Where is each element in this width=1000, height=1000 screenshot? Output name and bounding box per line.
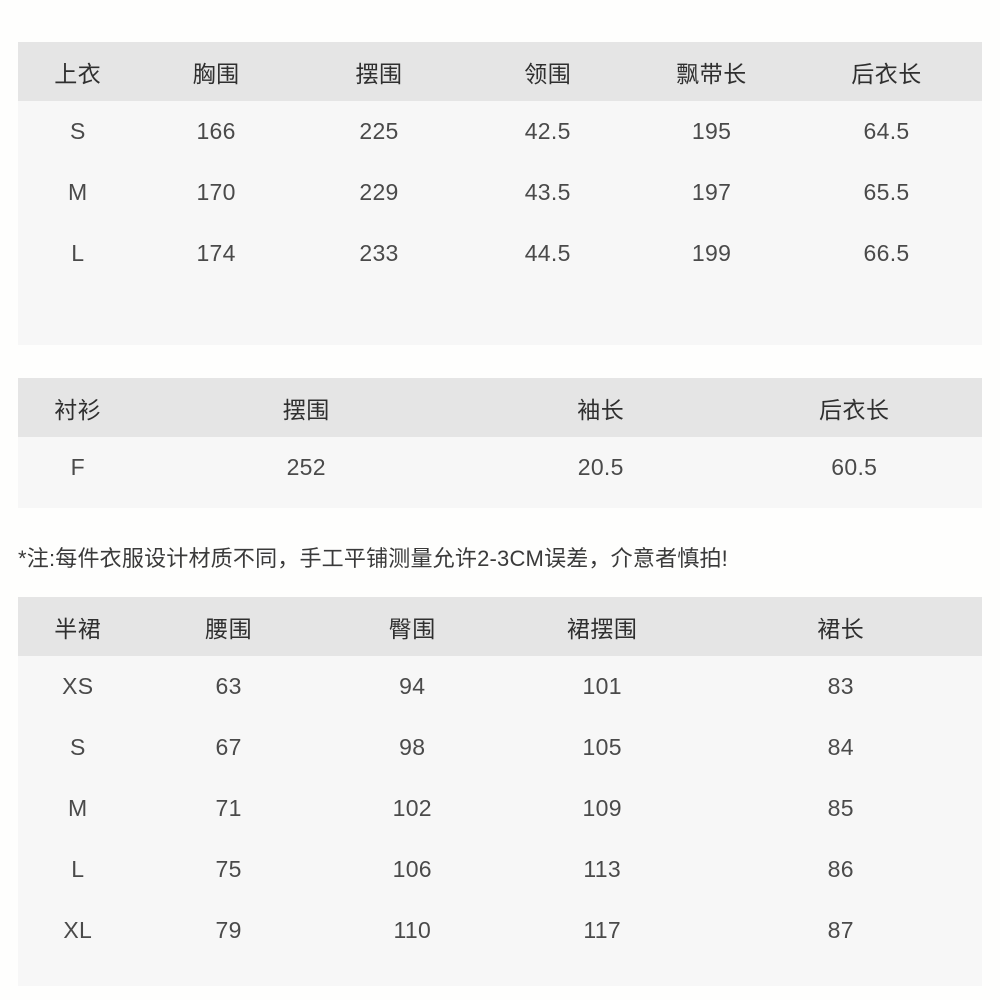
cell-value: 20.5 bbox=[577, 454, 624, 480]
cell-value: 85 bbox=[827, 795, 854, 821]
column-header-collar: 领围 bbox=[524, 60, 572, 87]
cell-value: 102 bbox=[392, 795, 432, 821]
cell-value: 44.5 bbox=[524, 240, 571, 266]
cell-value: 65.5 bbox=[863, 179, 910, 205]
table-row: L 75 106 113 86 bbox=[18, 839, 982, 900]
column-header-sleeve-length: 袖长 bbox=[577, 396, 625, 423]
cell-value: 64.5 bbox=[863, 118, 910, 144]
shirt-size-table: 衬衫 摆围 袖长 后衣长 F 252 20.5 60.5 bbox=[18, 378, 982, 508]
cell-value: 67 bbox=[215, 734, 242, 760]
table-row: L 174 233 44.5 199 66.5 bbox=[18, 223, 982, 284]
cell-value: 199 bbox=[691, 240, 732, 266]
column-header-hem: 摆围 bbox=[282, 396, 330, 423]
cell-value: 197 bbox=[691, 179, 732, 205]
cell-value: 174 bbox=[196, 240, 236, 266]
cell-value: 110 bbox=[393, 917, 432, 943]
table-row: M 71 102 109 85 bbox=[18, 778, 982, 839]
column-header-bust: 胸围 bbox=[192, 60, 240, 87]
cell-value: 83 bbox=[827, 673, 854, 699]
cell-value: 66.5 bbox=[863, 240, 910, 266]
cell-value: 105 bbox=[582, 734, 622, 760]
cell-value: 252 bbox=[286, 454, 326, 480]
table-header-row: 衬衫 摆围 袖长 后衣长 bbox=[18, 378, 982, 437]
table-header-row: 上衣 胸围 摆围 领围 飘带长 后衣长 bbox=[18, 42, 982, 101]
cell-value: 170 bbox=[196, 179, 236, 205]
cell-size: M bbox=[68, 795, 88, 821]
column-header-waist: 腰围 bbox=[205, 615, 253, 642]
tops-size-table: 上衣 胸围 摆围 领围 飘带长 后衣长 S 166 225 42.5 195 6… bbox=[18, 42, 982, 345]
table-row: XS 63 94 101 83 bbox=[18, 656, 982, 717]
table-bottom-padding bbox=[18, 498, 982, 508]
table-row: XL 79 110 117 87 bbox=[18, 900, 982, 961]
cell-value: 117 bbox=[583, 917, 621, 943]
cell-value: 166 bbox=[196, 118, 236, 144]
cell-value: 109 bbox=[582, 795, 622, 821]
cell-size: XS bbox=[62, 673, 94, 699]
column-header-back-length: 后衣长 bbox=[851, 60, 922, 87]
column-header-category: 衬衫 bbox=[54, 396, 102, 423]
column-header-hem: 摆围 bbox=[355, 60, 403, 87]
cell-value: 71 bbox=[215, 795, 242, 821]
column-header-category: 半裙 bbox=[54, 615, 102, 642]
cell-size: L bbox=[71, 856, 85, 882]
column-header-ribbon-length: 飘带长 bbox=[676, 60, 747, 87]
cell-value: 43.5 bbox=[524, 179, 571, 205]
column-header-category: 上衣 bbox=[54, 60, 102, 87]
cell-value: 86 bbox=[827, 856, 854, 882]
cell-size: S bbox=[69, 734, 86, 760]
table-row: F 252 20.5 60.5 bbox=[18, 437, 982, 498]
column-header-hip: 臀围 bbox=[388, 615, 436, 642]
table-row: S 67 98 105 84 bbox=[18, 717, 982, 778]
cell-value: 60.5 bbox=[831, 454, 878, 480]
cell-value: 75 bbox=[215, 856, 242, 882]
cell-value: 94 bbox=[399, 673, 426, 699]
table-row: S 166 225 42.5 195 64.5 bbox=[18, 101, 982, 162]
cell-size: F bbox=[70, 454, 85, 480]
cell-size: S bbox=[69, 118, 86, 144]
cell-value: 195 bbox=[691, 118, 732, 144]
cell-value: 229 bbox=[359, 179, 399, 205]
table-bottom-padding bbox=[18, 284, 982, 345]
cell-size: XL bbox=[63, 917, 93, 943]
cell-value: 87 bbox=[827, 917, 854, 943]
cell-size: L bbox=[71, 240, 85, 266]
table-header-row: 半裙 腰围 臀围 裙摆围 裙长 bbox=[18, 597, 982, 656]
cell-size: M bbox=[68, 179, 88, 205]
cell-value: 233 bbox=[359, 240, 399, 266]
cell-value: 98 bbox=[399, 734, 426, 760]
table-row: M 170 229 43.5 197 65.5 bbox=[18, 162, 982, 223]
column-header-skirt-hem: 裙摆围 bbox=[566, 615, 638, 642]
skirt-size-table: 半裙 腰围 臀围 裙摆围 裙长 XS 63 94 101 83 S 67 bbox=[18, 597, 982, 986]
cell-value: 113 bbox=[583, 856, 621, 882]
cell-value: 79 bbox=[215, 917, 242, 943]
column-header-back-length: 后衣长 bbox=[819, 396, 890, 423]
cell-value: 84 bbox=[827, 734, 854, 760]
measurement-note: *注:每件衣服设计材质不同，手工平铺测量允许2-3CM误差，介意者慎拍! bbox=[18, 546, 728, 571]
cell-value: 225 bbox=[359, 118, 399, 144]
table-bottom-padding bbox=[18, 961, 982, 986]
cell-value: 63 bbox=[215, 673, 242, 699]
cell-value: 101 bbox=[582, 673, 622, 699]
cell-value: 106 bbox=[392, 856, 432, 882]
column-header-skirt-length: 裙长 bbox=[817, 615, 865, 642]
cell-value: 42.5 bbox=[524, 118, 571, 144]
